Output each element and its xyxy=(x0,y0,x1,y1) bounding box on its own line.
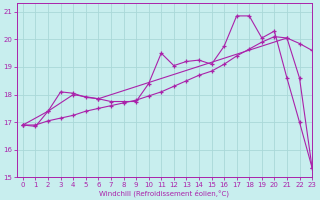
X-axis label: Windchill (Refroidissement éolien,°C): Windchill (Refroidissement éolien,°C) xyxy=(100,189,229,197)
